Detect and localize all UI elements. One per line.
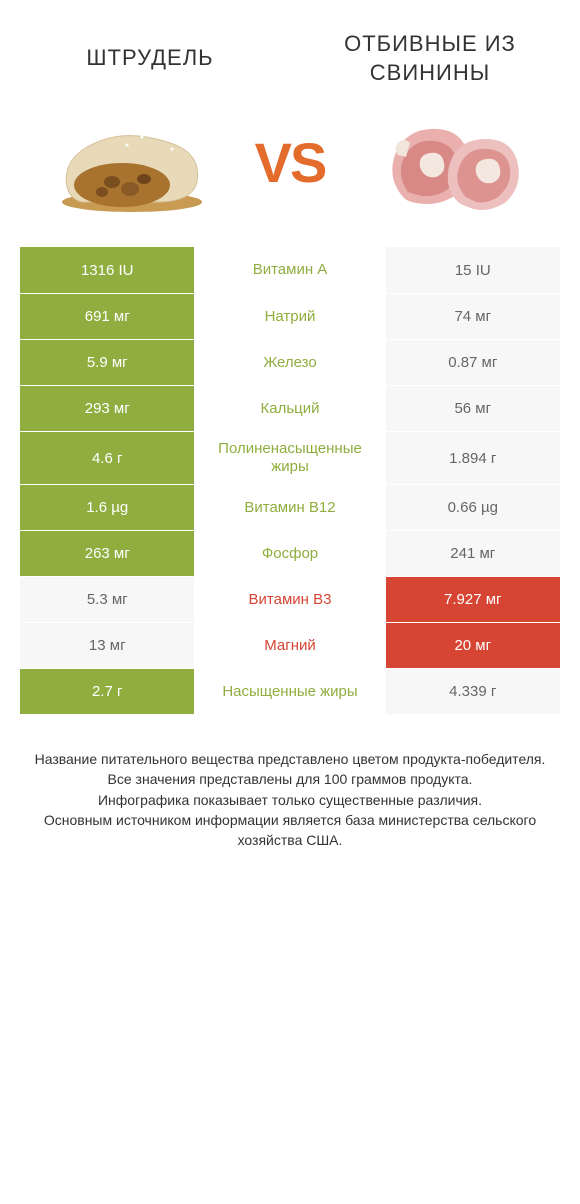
table-row: 691 мгНатрий74 мг: [20, 293, 560, 339]
left-value: 263 мг: [20, 531, 194, 576]
footer-line: Название питательного вещества представл…: [30, 749, 550, 769]
nutrient-label: Полиненасыщенные жиры: [194, 432, 385, 484]
left-value: 5.3 мг: [20, 577, 194, 622]
nutrient-label: Железо: [194, 340, 385, 385]
right-value: 4.339 г: [386, 669, 560, 714]
right-value: 7.927 мг: [386, 577, 560, 622]
title-right: ОТБИВНЫЕ ИЗ СВИНИНЫ: [290, 30, 570, 87]
footer-line: Все значения представлены для 100 граммо…: [30, 769, 550, 789]
footer-line: Инфографика показывает только существенн…: [30, 790, 550, 810]
table-row: 1.6 µgВитамин B120.66 µg: [20, 484, 560, 530]
left-value: 1316 IU: [20, 247, 194, 293]
table-row: 13 мгМагний20 мг: [20, 622, 560, 668]
left-value: 2.7 г: [20, 669, 194, 714]
left-value: 4.6 г: [20, 432, 194, 484]
table-row: 1316 IUВитамин A15 IU: [20, 247, 560, 293]
header: ШТРУДЕЛЬ ОТБИВНЫЕ ИЗ СВИНИНЫ: [0, 0, 580, 97]
table-row: 4.6 гПолиненасыщенные жиры1.894 г: [20, 431, 560, 484]
nutrient-label: Фосфор: [194, 531, 385, 576]
nutrient-label: Натрий: [194, 294, 385, 339]
table-row: 2.7 гНасыщенные жиры4.339 г: [20, 668, 560, 714]
comparison-table: 1316 IUВитамин A15 IU691 мгНатрий74 мг5.…: [0, 247, 580, 714]
images-row: VS: [0, 97, 580, 247]
left-value: 293 мг: [20, 386, 194, 431]
nutrient-label: Витамин B12: [194, 485, 385, 530]
left-value: 691 мг: [20, 294, 194, 339]
right-value: 20 мг: [386, 623, 560, 668]
right-value: 56 мг: [386, 386, 560, 431]
title-left: ШТРУДЕЛЬ: [10, 44, 290, 73]
nutrient-label: Насыщенные жиры: [194, 669, 385, 714]
table-row: 5.9 мгЖелезо0.87 мг: [20, 339, 560, 385]
right-value: 241 мг: [386, 531, 560, 576]
right-value: 74 мг: [386, 294, 560, 339]
table-row: 263 мгФосфор241 мг: [20, 530, 560, 576]
nutrient-label: Витамин A: [194, 247, 385, 293]
strudel-image: [20, 107, 245, 217]
vs-label: VS: [245, 130, 336, 195]
left-value: 1.6 µg: [20, 485, 194, 530]
footer-line: Основным источником информации является …: [30, 810, 550, 851]
table-row: 5.3 мгВитамин B37.927 мг: [20, 576, 560, 622]
footer: Название питательного вещества представл…: [0, 714, 580, 880]
nutrient-label: Кальций: [194, 386, 385, 431]
right-value: 0.87 мг: [386, 340, 560, 385]
pork-image: [335, 107, 560, 217]
table-row: 293 мгКальций56 мг: [20, 385, 560, 431]
right-value: 1.894 г: [386, 432, 560, 484]
nutrient-label: Магний: [194, 623, 385, 668]
left-value: 5.9 мг: [20, 340, 194, 385]
left-value: 13 мг: [20, 623, 194, 668]
right-value: 15 IU: [386, 247, 560, 293]
nutrient-label: Витамин B3: [194, 577, 385, 622]
right-value: 0.66 µg: [386, 485, 560, 530]
